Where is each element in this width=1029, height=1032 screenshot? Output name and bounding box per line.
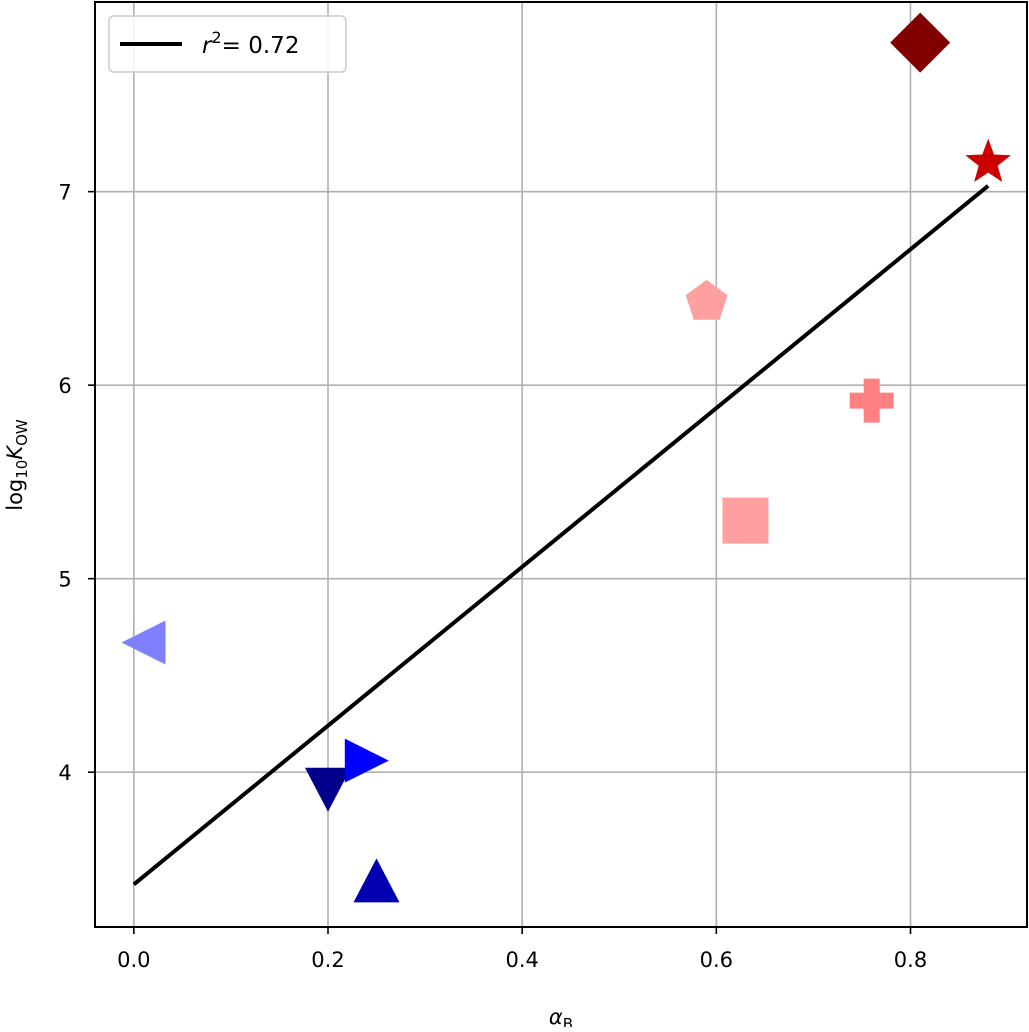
- point-pentagon: [685, 279, 728, 320]
- point-square: [722, 497, 769, 544]
- x-tick-label: 0.6: [700, 948, 733, 972]
- y-tick-label: 7: [58, 181, 71, 205]
- point-diamond: [890, 12, 951, 73]
- grid-layer: [95, 2, 1027, 927]
- point-triangle-left: [121, 620, 166, 665]
- legend-box: [108, 15, 347, 73]
- point-triangle-right: [344, 738, 389, 783]
- tick-layer: 0.0 0.2 0.4 0.6 0.8 4 5 6 7: [58, 181, 927, 972]
- point-triangle-up: [353, 858, 400, 903]
- fit-layer: [132, 184, 990, 886]
- legend: r2= 0.72: [108, 15, 347, 73]
- legend-label: r2= 0.72: [202, 28, 299, 59]
- point-star: [965, 138, 1011, 182]
- point-plus: [849, 378, 894, 423]
- y-tick-label: 5: [58, 568, 71, 592]
- y-tick-label: 6: [58, 374, 71, 398]
- point-triangle-down: [305, 767, 351, 812]
- plot-frame: [94, 1, 1028, 928]
- x-tick-label: 0.4: [505, 948, 538, 972]
- x-tick-label: 0.0: [117, 948, 150, 972]
- x-tick-label: 0.8: [894, 948, 927, 972]
- point-layer: [121, 12, 1011, 903]
- regression-line: [132, 184, 990, 886]
- x-tick-label: 0.2: [311, 948, 344, 972]
- y-axis-label: log10KOW: [3, 419, 31, 511]
- y-tick-label: 4: [58, 761, 71, 785]
- x-axis-label: αB: [549, 1005, 573, 1027]
